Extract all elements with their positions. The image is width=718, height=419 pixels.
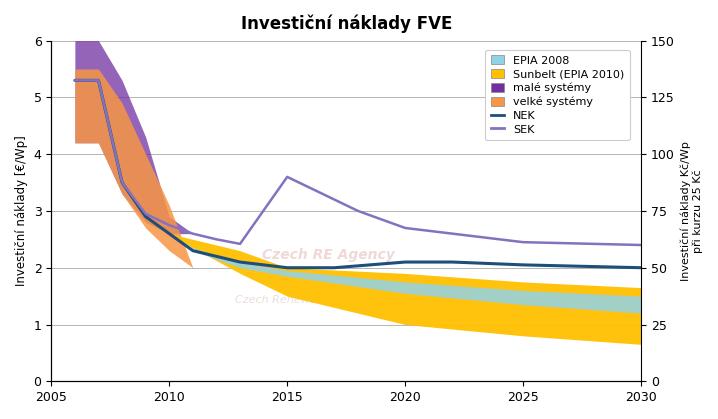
Y-axis label: Investiční náklady [€/Wp]: Investiční náklady [€/Wp] (15, 136, 28, 286)
Y-axis label: Investiční náklady Kč/Wp
při kurzu 25 Kč: Investiční náklady Kč/Wp při kurzu 25 Kč (680, 141, 703, 281)
Text: Czech Renewable Energy Agency: Czech Renewable Energy Agency (236, 295, 421, 305)
Text: Czech RE Agency: Czech RE Agency (262, 248, 395, 262)
Legend: EPIA 2008, Sunbelt (EPIA 2010), malé systémy, velké systémy, NEK, SEK: EPIA 2008, Sunbelt (EPIA 2010), malé sys… (485, 49, 630, 140)
Title: Investiční náklady FVE: Investiční náklady FVE (241, 15, 452, 34)
